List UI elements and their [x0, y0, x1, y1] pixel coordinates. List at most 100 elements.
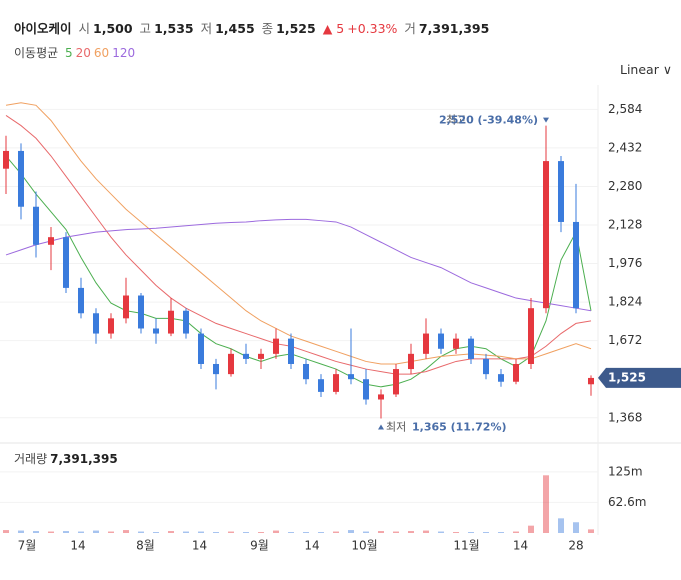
volume-bar [33, 531, 39, 533]
x-tick-label: 11월 [453, 539, 479, 553]
candle-body [33, 206, 39, 245]
volume-bar [318, 532, 324, 533]
volume-bar [78, 531, 84, 533]
low-marker-text: 1,365 (11.72%) [412, 421, 507, 434]
value: 7,391,395 [418, 21, 490, 36]
y-tick-label: 2,128 [608, 218, 642, 232]
legend-entry: 20 [75, 46, 91, 60]
volume-bar [138, 531, 144, 533]
candle-body [303, 363, 309, 380]
volume-bar [558, 518, 564, 533]
candle-body [273, 338, 279, 354]
y-tick-label: 2,280 [608, 179, 642, 193]
x-tick-label: 14 [304, 539, 319, 553]
low-marker [378, 424, 384, 430]
scale-label: Linear [620, 62, 659, 77]
label: 시 [78, 21, 91, 36]
x-tick-label: 14 [192, 539, 207, 553]
candle-body [438, 333, 444, 349]
volume-bar [483, 532, 489, 533]
volume-bar [348, 530, 354, 533]
candle-body [108, 318, 114, 334]
volume-bar [183, 531, 189, 533]
value: 1,535 [154, 21, 194, 36]
x-tick-label: 7월 [18, 539, 37, 553]
candle-body [183, 310, 189, 334]
x-tick-label: 28 [568, 539, 583, 553]
volume-bar [528, 525, 534, 533]
x-tick-label: 10월 [351, 539, 377, 553]
high-marker [543, 117, 549, 123]
candle-body [363, 379, 369, 400]
volume-bar [423, 530, 429, 533]
candle-body [588, 377, 594, 385]
change: ▲ 5 [322, 21, 345, 36]
volume-bar [123, 530, 129, 533]
candle-body [93, 313, 99, 334]
volume-bar [18, 530, 24, 533]
volume-bar [378, 531, 384, 533]
change-pct: +0.33% [347, 21, 398, 36]
volume-bar [153, 532, 159, 533]
volume-bar [3, 530, 9, 533]
candle-body [333, 374, 339, 392]
volume-bar [303, 532, 309, 533]
y-tick-label: 1,976 [608, 256, 642, 270]
ma-line [5, 155, 592, 388]
candle-body [228, 353, 234, 375]
volume-bar [243, 532, 249, 533]
volume-bar [228, 531, 234, 533]
candle-body [528, 308, 534, 364]
value: 1,455 [215, 21, 255, 36]
volume-header: 거래량 7,391,395 [14, 450, 121, 467]
candle-body [153, 328, 159, 334]
candle-body [393, 369, 399, 395]
candle-body [498, 374, 504, 382]
candle-body [258, 353, 264, 359]
volume-bar [588, 529, 594, 533]
low-marker-label: 최저 [386, 421, 406, 434]
volume-bar [63, 531, 69, 533]
volume-bar [498, 532, 504, 533]
candle-body [243, 353, 249, 359]
candle-body [543, 161, 549, 309]
candle-body [513, 363, 519, 382]
stock-name: 아이오케이 [14, 21, 72, 36]
ma-line [5, 218, 592, 312]
x-tick-label: 9월 [250, 539, 269, 553]
volume-bar [213, 532, 219, 533]
volume-bar [363, 531, 369, 533]
y-tick-label: 1,368 [608, 410, 642, 424]
candle-body [573, 221, 579, 309]
volume-bar [543, 475, 549, 533]
high-marker-label: 최고 [446, 114, 466, 127]
volume-bar [513, 531, 519, 533]
price-tag-label: 1,525 [608, 370, 646, 384]
candle-body [48, 237, 54, 245]
ma-line [5, 115, 592, 375]
value: 1,525 [276, 21, 316, 36]
value: 1,500 [93, 21, 133, 36]
candle-body [198, 333, 204, 364]
candle-body [288, 338, 294, 364]
label: 종 [261, 21, 274, 36]
candle-body [213, 363, 219, 375]
candle-body [318, 379, 324, 392]
ma-line [5, 102, 592, 365]
quote-header: 아이오케이 시 1,500 고 1,535 저 1,455 종 1,525 ▲ 5 +0.… [14, 18, 492, 37]
volume-bar [438, 531, 444, 533]
y-tick-label: 2,584 [608, 102, 642, 116]
volume-tick-label: 62.6m [608, 495, 646, 509]
volume-bar [408, 531, 414, 533]
volume-bar [258, 532, 264, 533]
y-tick-label: 1,672 [608, 333, 642, 347]
volume-bar [93, 530, 99, 533]
price-tag [598, 367, 681, 388]
volume-bar [168, 531, 174, 533]
scale-dropdown[interactable]: Linear ∨ [620, 62, 672, 77]
candle-body [78, 287, 84, 314]
legend-entry: 5 [65, 46, 73, 60]
volume-bar [393, 531, 399, 533]
